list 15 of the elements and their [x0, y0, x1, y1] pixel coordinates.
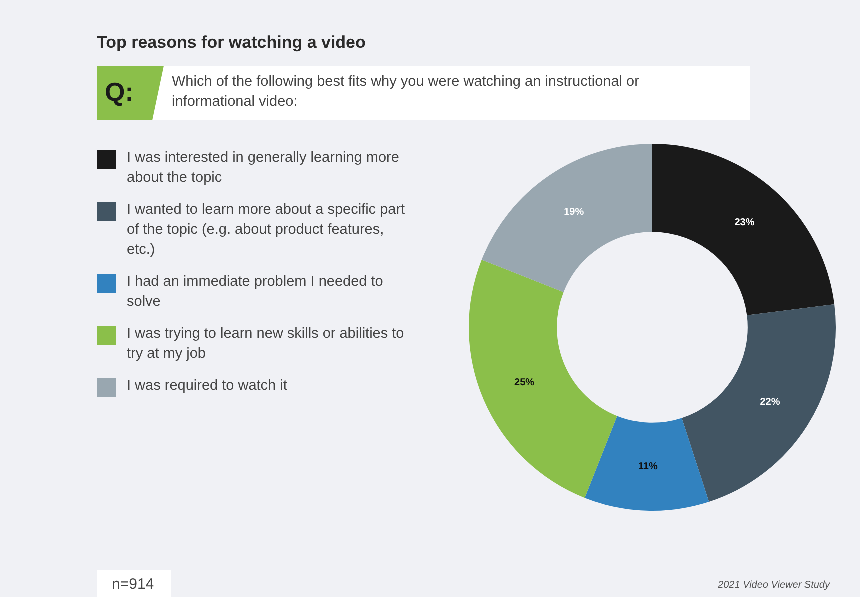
text: n=914	[112, 576, 154, 593]
data-label: 23%	[734, 218, 755, 229]
chart-subtitle: Which of the following best fits why you were watching an instructional or informational video:	[172, 73, 640, 112]
data-label: 11%	[638, 462, 658, 473]
legend-label: I was interested in generally learning more about the topic	[127, 149, 400, 188]
legend-label: I wanted to learn more about a specific part of the topic (e.g. about product features, etc.)	[127, 201, 406, 260]
legend-label: I was trying to learn new skills or abilities to try at my job	[127, 325, 406, 364]
text: 2021 Video Viewer Study	[718, 580, 830, 591]
text: Q:	[105, 77, 134, 108]
data-label: 22%	[760, 396, 780, 408]
legend-label: I had an immediate problem I needed to solve	[127, 273, 384, 312]
legend-label: I was required to watch it	[127, 377, 288, 396]
data-label: 25%	[514, 378, 535, 389]
chart-title: Top reasons for watching a video	[97, 33, 366, 53]
data-label: 19%	[564, 206, 584, 218]
